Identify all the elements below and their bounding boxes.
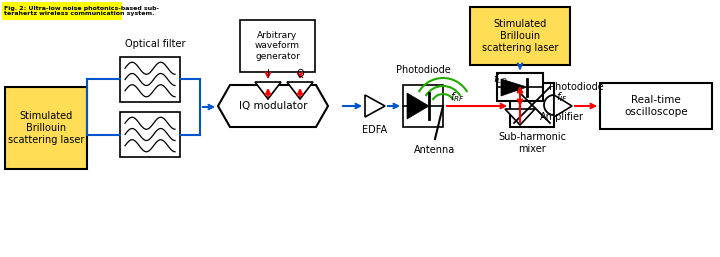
Polygon shape (255, 82, 281, 99)
Bar (510, 83, 554, 127)
Bar (403, 85, 443, 127)
Polygon shape (365, 95, 385, 117)
Text: Photodiode: Photodiode (549, 82, 604, 92)
Text: Real-time
oscilloscope: Real-time oscilloscope (624, 95, 688, 117)
Polygon shape (554, 95, 572, 117)
Polygon shape (287, 82, 313, 99)
Text: Antenna: Antenna (415, 145, 456, 155)
Bar (470, 7, 570, 65)
Text: I: I (266, 69, 269, 79)
Text: EDFA: EDFA (362, 125, 387, 135)
Text: Stimulated
Brillouin
scattering laser: Stimulated Brillouin scattering laser (8, 111, 84, 145)
Bar (497, 73, 543, 101)
Text: Amplifier: Amplifier (540, 112, 584, 122)
Text: $f_{RF}$: $f_{RF}$ (450, 90, 465, 104)
Text: $f_{LO}$: $f_{LO}$ (493, 72, 508, 86)
Polygon shape (505, 109, 535, 125)
Bar (120, 57, 180, 102)
Text: Photodiode: Photodiode (395, 65, 451, 75)
Text: Sub-harmonic
mixer: Sub-harmonic mixer (498, 132, 566, 154)
Text: Fig. 2: Ultra-low noise photonics-based sub-
terahertz wireless communication sy: Fig. 2: Ultra-low noise photonics-based … (4, 6, 159, 16)
Text: Arbitrary
waveform
generator: Arbitrary waveform generator (255, 31, 300, 61)
Text: Optical filter: Optical filter (125, 39, 185, 49)
Bar (600, 83, 712, 129)
Text: Q: Q (296, 69, 304, 79)
Bar (120, 112, 180, 157)
Bar (5, 87, 87, 169)
Text: IQ modulator: IQ modulator (239, 101, 307, 111)
Polygon shape (501, 79, 527, 96)
Bar (2, 2, 122, 20)
Polygon shape (407, 93, 429, 119)
Bar (240, 20, 315, 72)
Text: $f_{IF}$: $f_{IF}$ (556, 90, 568, 104)
Text: Stimulated
Brillouin
scattering laser: Stimulated Brillouin scattering laser (482, 19, 558, 53)
Polygon shape (218, 85, 328, 127)
